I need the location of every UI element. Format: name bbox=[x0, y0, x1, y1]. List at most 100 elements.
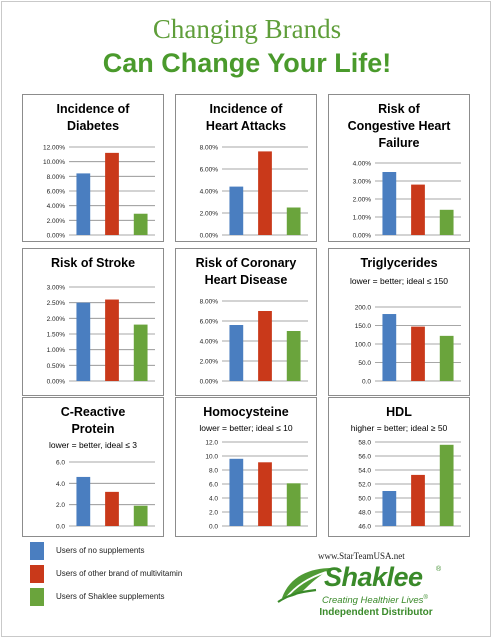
y-tick-label: 1.50% bbox=[47, 332, 66, 339]
chart-panel-congestive-heart-failure: 0.00% 1.00% 2.00% 3.00% 4.00% Risk of Conges… bbox=[328, 94, 470, 242]
chart-title: Incidence of Heart Attacks bbox=[178, 101, 314, 135]
y-tick-label: 4.00% bbox=[353, 161, 372, 168]
chart-title-line: Failure bbox=[378, 136, 420, 150]
bar bbox=[411, 326, 425, 381]
chart-title-line: C-Reactive bbox=[60, 405, 126, 419]
bar bbox=[286, 483, 301, 526]
bar bbox=[382, 314, 397, 381]
y-tick-label: 6.0 bbox=[56, 460, 65, 467]
y-tick-label: 3.00% bbox=[353, 179, 372, 186]
y-tick-label: 0.0 bbox=[56, 524, 65, 531]
legend-swatch bbox=[30, 542, 44, 560]
chart-title: Risk of Stroke bbox=[25, 255, 161, 272]
bar-chart: 0.0 2.0 4.0 6.0 8.0 10.0 12.0 bbox=[205, 440, 308, 531]
y-tick-label: 2.00% bbox=[47, 316, 66, 323]
chart-title: HDL bbox=[331, 404, 467, 421]
y-tick-label: 12.00% bbox=[43, 145, 65, 152]
chart-title: Triglycerides bbox=[331, 255, 467, 272]
y-tick-label: 46.0 bbox=[358, 524, 371, 531]
logo-tagline-text: Creating Healthier Lives bbox=[322, 595, 424, 606]
chart-subtitle: lower = better, ideal ≤ 3 bbox=[48, 440, 138, 450]
bar bbox=[258, 151, 272, 235]
bar bbox=[105, 152, 119, 235]
y-tick-label: 2.00% bbox=[47, 218, 66, 225]
bar-chart: 0.0 50.0 100.0 150.0 200.0 bbox=[355, 305, 461, 386]
y-tick-label: 4.0 bbox=[209, 496, 218, 503]
y-tick-label: 2.00% bbox=[353, 197, 372, 204]
y-tick-label: 2.00% bbox=[200, 359, 219, 366]
chart-title: Incidence of Diabetes bbox=[25, 101, 161, 135]
chart-title-line: Incidence of bbox=[56, 102, 130, 116]
legend-item-other-brand: Users of other brand of multivitamin bbox=[30, 565, 260, 583]
bar-chart: 0.00% 2.00% 4.00% 6.00% 8.00% bbox=[200, 299, 308, 386]
bar-chart: 0.0 2.0 4.0 6.0 bbox=[56, 460, 155, 531]
bar-chart: 0.00% 2.00% 4.00% 6.00% 8.00% 10.00% 12.00% bbox=[43, 145, 155, 240]
y-tick-label: 4.00% bbox=[200, 189, 219, 196]
logo-wordmark: Shaklee bbox=[324, 562, 423, 592]
website-link[interactable]: www.StarTeamUSA.net bbox=[318, 551, 405, 561]
chart-title-line: HDL bbox=[386, 405, 412, 419]
y-tick-label: 8.0 bbox=[209, 468, 218, 475]
page-title-line1: Changing Brands bbox=[152, 14, 342, 44]
bar bbox=[286, 207, 301, 235]
y-tick-label: 6.00% bbox=[200, 167, 219, 174]
y-tick-label: 52.0 bbox=[358, 482, 371, 489]
bar-chart: 0.00% 1.00% 2.00% 3.00% 4.00% bbox=[353, 161, 461, 240]
chart-panel-triglycerides: 0.0 50.0 100.0 150.0 200.0 Triglycerides low… bbox=[328, 248, 470, 396]
chart-title-line: Heart Disease bbox=[204, 273, 288, 287]
bar bbox=[439, 209, 454, 235]
y-tick-label: 100.0 bbox=[355, 342, 372, 349]
y-tick-label: 0.0 bbox=[209, 524, 218, 531]
chart-panel-heart-attacks: 0.00% 2.00% 4.00% 6.00% 8.00% Incidence of H… bbox=[175, 94, 317, 242]
bar bbox=[229, 458, 244, 526]
bar bbox=[258, 311, 272, 381]
chart-panel-c-reactive-protein: 0.0 2.0 4.0 6.0 C-Reactive Protein lower = … bbox=[22, 397, 164, 537]
y-tick-label: 10.0 bbox=[205, 454, 218, 461]
bar-chart: 46.0 48.0 50.0 52.0 54.0 56.0 58.0 bbox=[358, 440, 461, 531]
bar bbox=[439, 444, 454, 526]
y-tick-label: 58.0 bbox=[358, 440, 371, 447]
bar bbox=[133, 505, 148, 526]
bar bbox=[105, 491, 119, 526]
bar bbox=[133, 324, 148, 381]
y-tick-label: 6.0 bbox=[209, 482, 218, 489]
bar bbox=[229, 186, 244, 235]
bar bbox=[76, 173, 91, 235]
chart-panel-coronary-heart-disease: 0.00% 2.00% 4.00% 6.00% 8.00% Risk of Corona… bbox=[175, 248, 317, 396]
bar-chart: 0.00% 0.50% 1.00% 1.50% 2.00% 2.50% 3.00% bbox=[47, 285, 155, 386]
chart-title-line: Diabetes bbox=[66, 119, 120, 133]
chart-panel-diabetes: 0.00% 2.00% 4.00% 6.00% 8.00% 10.00% 12.00% In… bbox=[22, 94, 164, 242]
y-tick-label: 0.00% bbox=[47, 379, 66, 386]
y-tick-label: 0.0 bbox=[362, 379, 371, 386]
y-tick-label: 8.00% bbox=[47, 174, 66, 181]
chart-title-line: Triglycerides bbox=[360, 256, 438, 270]
legend: Users of no supplements Users of other b… bbox=[30, 542, 260, 612]
chart-title-line: Homocysteine bbox=[203, 405, 289, 419]
logo-tagline-mark: ® bbox=[423, 595, 428, 601]
legend-label: Users of other brand of multivitamin bbox=[56, 569, 183, 578]
bar bbox=[439, 335, 454, 381]
y-tick-label: 54.0 bbox=[358, 468, 371, 475]
chart-title-line: Protein bbox=[71, 422, 115, 436]
bar bbox=[76, 476, 91, 526]
y-tick-label: 50.0 bbox=[358, 496, 371, 503]
legend-swatch bbox=[30, 565, 44, 583]
y-tick-label: 50.0 bbox=[358, 360, 371, 367]
bar bbox=[411, 184, 425, 235]
y-tick-label: 0.00% bbox=[200, 379, 219, 386]
chart-subtitle: higher = better; ideal ≥ 50 bbox=[350, 423, 448, 433]
bar bbox=[105, 299, 119, 381]
y-tick-label: 10.00% bbox=[43, 159, 65, 166]
y-tick-label: 2.00% bbox=[200, 211, 219, 218]
y-tick-label: 150.0 bbox=[355, 323, 372, 330]
y-tick-label: 0.00% bbox=[200, 233, 219, 240]
bar bbox=[411, 474, 425, 526]
chart-panel-stroke: 0.00% 0.50% 1.00% 1.50% 2.00% 2.50% 3.00% Risk… bbox=[22, 248, 164, 396]
chart-title: C-Reactive Protein bbox=[25, 404, 161, 438]
chart-title-line: Risk of bbox=[378, 102, 420, 116]
distributor-label: Independent Distributor bbox=[319, 607, 433, 618]
y-tick-label: 6.00% bbox=[47, 189, 66, 196]
y-tick-label: 200.0 bbox=[355, 305, 372, 312]
chart-subtitle: lower = better; ideal ≤ 150 bbox=[350, 276, 448, 286]
